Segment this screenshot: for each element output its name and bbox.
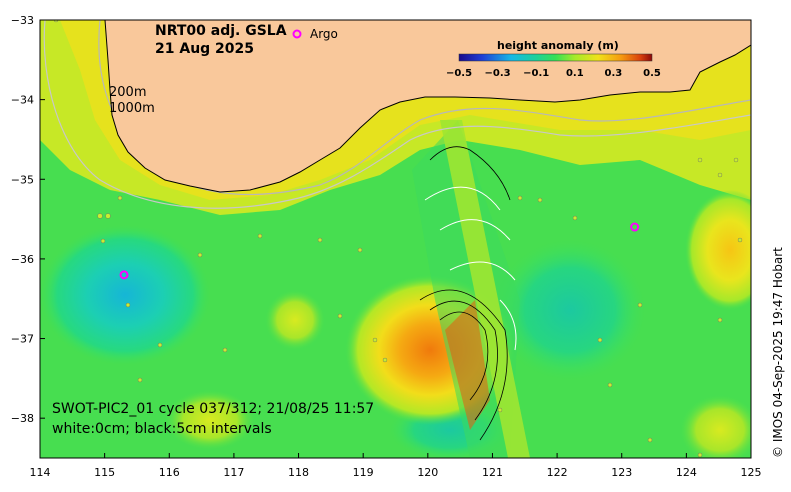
x-tick-label: 123 (611, 466, 632, 479)
x-tick-label: 114 (30, 466, 51, 479)
map-title-line1: NRT00 adj. GSLA (155, 23, 287, 39)
plot-area (40, 20, 751, 458)
anticyclonic-eddy-southwest (165, 390, 255, 450)
swot-swath (412, 120, 530, 458)
credit-text: © IMOS 04-Sep-2025 19:47 Hobart (771, 247, 785, 458)
map-title-line2: 21 Aug 2025 (155, 41, 254, 57)
argo-legend-icon (292, 29, 302, 39)
colorbar-tick-label: −0.1 (523, 68, 549, 79)
y-tick-label: −36 (11, 253, 34, 266)
colorbar-tick-label: 0.1 (566, 68, 584, 79)
argo-float-marker (630, 222, 640, 232)
colorbar: height anomaly (m) −0.5 −0.3 −0.1 0.1 0.3 0.5 (446, 39, 661, 79)
argo-floats (119, 222, 640, 280)
argo-legend-label: Argo (310, 27, 338, 41)
depth-label-1000m: 1000m (109, 101, 155, 116)
y-tick-label: −35 (11, 173, 34, 186)
observation-points (53, 20, 743, 458)
x-tick-label: 121 (482, 466, 503, 479)
isobath-1000m (43, 20, 751, 209)
x-tick-label: 125 (741, 466, 762, 479)
cyclonic-eddy-west (40, 225, 210, 365)
anticyclonic-eddy-southeast (680, 395, 751, 458)
x-tick-label: 119 (353, 466, 374, 479)
x-tick-label: 117 (223, 466, 244, 479)
x-axis: 114 115 116 117 118 119 120 121 122 123 124 125 (30, 453, 762, 479)
y-tick-label: −37 (11, 333, 34, 346)
x-tick-label: 118 (288, 466, 309, 479)
y-tick-label: −33 (11, 14, 34, 27)
y-tick-label: −38 (11, 412, 34, 425)
x-tick-label: 120 (417, 466, 438, 479)
argo-float-marker (119, 270, 129, 280)
x-tick-label: 116 (159, 466, 180, 479)
swot-info-line2: white:0cm; black:5cm intervals (52, 421, 272, 437)
y-axis: −33 −34 −35 −36 −37 −38 (11, 14, 45, 425)
y-tick-label: −34 (11, 94, 34, 107)
colorbar-tick-label: −0.5 (446, 68, 472, 79)
colorbar-gradient (458, 53, 653, 62)
anticyclonic-eddy-midwest (265, 290, 325, 350)
colorbar-tick-label: 0.5 (643, 68, 661, 79)
depth-label-200m: 200m (109, 85, 146, 100)
x-tick-label: 122 (547, 466, 568, 479)
swot-info-line1: SWOT-PIC2_01 cycle 037/312; 21/08/25 11:… (52, 401, 374, 417)
plot-frame (39, 19, 752, 459)
colorbar-title: height anomaly (m) (497, 39, 619, 52)
x-tick-label: 124 (676, 466, 697, 479)
colorbar-tick-label: 0.3 (605, 68, 623, 79)
colorbar-tick-label: −0.3 (485, 68, 511, 79)
colorbar-ticks: −0.5 −0.3 −0.1 0.1 0.3 0.5 (446, 68, 661, 79)
x-tick-label: 115 (94, 466, 115, 479)
land-mass (104, 20, 751, 193)
anticyclonic-eddy-east (685, 190, 751, 310)
cyclonic-eddy-east (495, 240, 645, 380)
